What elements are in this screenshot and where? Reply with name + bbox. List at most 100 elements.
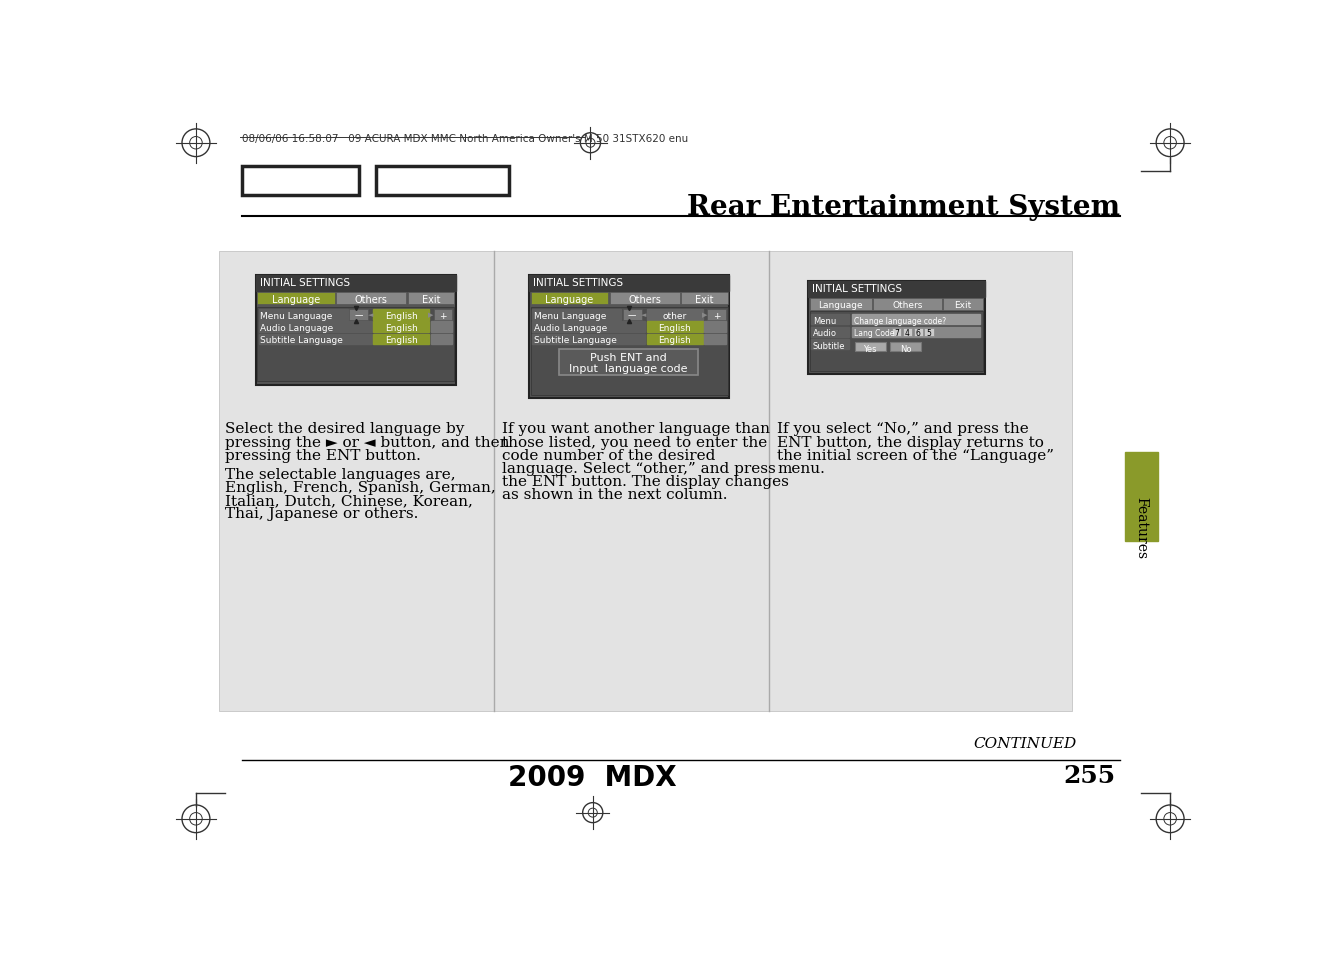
- Text: +: +: [713, 312, 721, 320]
- Bar: [258, 335, 372, 345]
- Bar: [220, 252, 494, 711]
- Text: INITIAL SETTINGS: INITIAL SETTINGS: [813, 284, 902, 294]
- Text: English: English: [658, 335, 691, 345]
- Bar: [705, 335, 726, 345]
- Bar: [770, 252, 1072, 711]
- Text: ◄: ◄: [641, 313, 646, 318]
- Bar: [809, 282, 984, 375]
- Text: pressing the ► or ◄ button, and then: pressing the ► or ◄ button, and then: [225, 436, 510, 449]
- Text: English: English: [385, 335, 418, 345]
- Text: Menu Language: Menu Language: [534, 312, 606, 320]
- Bar: [874, 299, 942, 311]
- Text: INITIAL SETTINGS: INITIAL SETTINGS: [260, 277, 349, 288]
- Text: Language: Language: [818, 300, 863, 310]
- Text: 4: 4: [904, 329, 910, 338]
- Text: Audio Language: Audio Language: [534, 324, 607, 333]
- Text: Audio Language: Audio Language: [260, 324, 333, 333]
- Bar: [349, 310, 368, 320]
- Text: Menu Language: Menu Language: [260, 312, 333, 320]
- Bar: [811, 315, 848, 325]
- Text: those listed, you need to enter the: those listed, you need to enter the: [502, 436, 767, 449]
- Text: Menu: Menu: [813, 316, 836, 326]
- Text: 7: 7: [894, 329, 899, 338]
- Bar: [610, 293, 679, 305]
- Bar: [707, 310, 726, 320]
- Text: English: English: [385, 324, 418, 333]
- Text: Subtitle Language: Subtitle Language: [260, 335, 344, 345]
- Bar: [809, 282, 984, 297]
- Bar: [373, 335, 429, 345]
- Text: Italian, Dutch, Chinese, Korean,: Italian, Dutch, Chinese, Korean,: [225, 494, 473, 508]
- Text: Features: Features: [1135, 497, 1148, 558]
- Bar: [811, 328, 848, 337]
- Bar: [529, 275, 729, 399]
- Text: —: —: [354, 311, 362, 319]
- Bar: [705, 322, 726, 333]
- Text: 2009  MDX: 2009 MDX: [509, 762, 677, 791]
- Bar: [903, 328, 912, 336]
- Text: 255: 255: [1064, 762, 1116, 787]
- Text: English: English: [385, 312, 418, 320]
- Bar: [533, 322, 646, 333]
- Bar: [430, 335, 453, 345]
- Text: Lang Code: Lang Code: [854, 329, 894, 338]
- Text: Exit: Exit: [421, 294, 440, 304]
- Text: 6: 6: [916, 329, 920, 338]
- Text: 08/06/06 16:58:07   09 ACURA MDX MMC North America Owner's M 50 31STX620 enu: 08/06/06 16:58:07 09 ACURA MDX MMC North…: [241, 133, 687, 144]
- Text: ◄: ◄: [368, 313, 373, 318]
- Bar: [855, 343, 886, 352]
- Text: Audio: Audio: [813, 329, 836, 338]
- Text: code number of the desired: code number of the desired: [502, 448, 715, 462]
- Text: Subtitle Language: Subtitle Language: [534, 335, 617, 345]
- Bar: [647, 335, 703, 345]
- Text: Others: Others: [354, 294, 388, 304]
- Text: —: —: [629, 311, 637, 319]
- Text: ▶: ▶: [702, 313, 707, 318]
- Bar: [430, 322, 453, 333]
- Bar: [408, 293, 454, 305]
- Text: Exit: Exit: [695, 294, 714, 304]
- Text: English, French, Spanish, German,: English, French, Spanish, German,: [225, 480, 496, 495]
- Bar: [256, 275, 456, 292]
- Bar: [914, 328, 923, 336]
- Bar: [373, 310, 429, 320]
- Text: the initial screen of the “Language”: the initial screen of the “Language”: [777, 448, 1054, 462]
- Bar: [1126, 453, 1158, 541]
- Bar: [434, 310, 453, 320]
- Text: Push ENT and: Push ENT and: [590, 353, 667, 363]
- Text: +: +: [440, 312, 448, 320]
- Bar: [376, 167, 509, 196]
- Text: CONTINUED: CONTINUED: [974, 736, 1078, 750]
- Bar: [623, 310, 642, 320]
- Bar: [336, 293, 406, 305]
- Bar: [892, 328, 902, 336]
- Bar: [530, 293, 609, 305]
- Text: the ENT button. The display changes: the ENT button. The display changes: [502, 475, 789, 488]
- Text: Language: Language: [545, 294, 594, 304]
- Bar: [811, 339, 848, 350]
- Text: menu.: menu.: [777, 461, 825, 476]
- Text: language. Select “other,” and press: language. Select “other,” and press: [502, 461, 775, 476]
- Bar: [924, 328, 934, 336]
- Bar: [647, 322, 703, 333]
- Text: No: No: [900, 344, 911, 354]
- Text: If you want another language than: If you want another language than: [502, 422, 770, 436]
- Bar: [810, 299, 871, 311]
- Text: Exit: Exit: [955, 300, 972, 310]
- Bar: [257, 293, 334, 305]
- Bar: [810, 312, 983, 372]
- Bar: [373, 322, 429, 333]
- Text: 5: 5: [927, 329, 931, 338]
- Bar: [558, 350, 698, 375]
- Bar: [851, 315, 980, 325]
- Bar: [533, 310, 622, 320]
- Text: Others: Others: [629, 294, 661, 304]
- Text: Rear Entertainment System: Rear Entertainment System: [687, 193, 1120, 220]
- Bar: [851, 328, 980, 337]
- Text: Thai, Japanese or others.: Thai, Japanese or others.: [225, 507, 418, 520]
- Text: Yes: Yes: [863, 344, 876, 354]
- Text: Others: Others: [892, 300, 923, 310]
- Text: Input  language code: Input language code: [569, 364, 687, 374]
- Bar: [241, 167, 360, 196]
- Bar: [258, 310, 348, 320]
